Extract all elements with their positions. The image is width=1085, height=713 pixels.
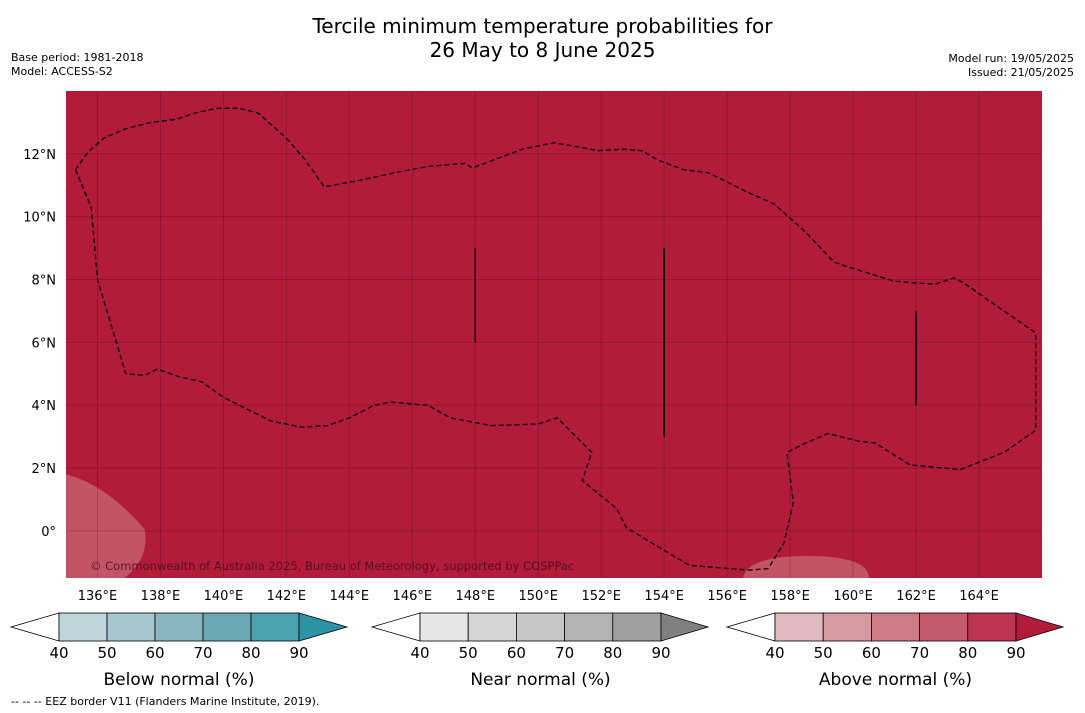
- region-70-80: [742, 556, 869, 578]
- colorbar-label: Above normal (%): [819, 670, 972, 690]
- colorbar-legends: 40 50 60 70 80 90 Below normal (%) 40 50 60 70 80 90…: [9, 612, 1065, 690]
- map-background: [66, 91, 1042, 578]
- colorbar-tick-label: 70: [555, 644, 574, 662]
- map-features: [474, 248, 917, 437]
- colorbar-segment: [516, 612, 566, 642]
- colorbar-segment: [202, 612, 252, 642]
- y-tick-label: 6°N: [32, 336, 57, 351]
- colorbar-segment: [612, 612, 662, 642]
- colorbar-tick-label: 80: [958, 644, 977, 662]
- colorbar-min-arrow: [725, 612, 776, 642]
- model-run-text: Model run: 19/05/2025: [948, 52, 1074, 65]
- colorbar-tick-label: 60: [145, 644, 164, 662]
- x-tick-label: 148°E: [456, 589, 496, 604]
- model-text: Model: ACCESS-S2: [11, 65, 113, 78]
- colorbar-tick-label: 50: [814, 644, 833, 662]
- colorbar-tick-label: 60: [507, 644, 526, 662]
- colorbar-segment: [967, 612, 1017, 642]
- y-tick-label: 4°N: [32, 399, 57, 414]
- metadata-right: Model run: 19/05/2025 Issued: 21/05/2025: [948, 52, 1074, 80]
- probability-regions: [66, 474, 869, 578]
- colorbar-segment: [419, 612, 469, 642]
- colorbar-segment: [774, 612, 824, 642]
- colorbar-min-arrow: [370, 612, 421, 642]
- colorbar-tick-label: 90: [289, 644, 308, 662]
- colorbar-near: 40 50 60 70 80 90 Near normal (%): [370, 612, 710, 690]
- colorbar-below: 40 50 60 70 80 90 Below normal (%): [9, 612, 349, 690]
- eez-footnote: -- -- -- EEZ border V11 (Flanders Marine…: [11, 695, 320, 708]
- x-tick-label: 152°E: [581, 589, 621, 604]
- base-period-text: Base period: 1981-2018: [11, 51, 144, 64]
- colorbar-tick-label: 90: [651, 644, 670, 662]
- y-axis-ticks: 0° 2°N 4°N 6°N 8°N 10°N 12°N: [23, 148, 56, 540]
- x-tick-label: 156°E: [707, 589, 747, 604]
- colorbar-tick-label: 50: [459, 644, 478, 662]
- x-tick-label: 146°E: [393, 589, 433, 604]
- x-tick-label: 154°E: [644, 589, 684, 604]
- x-tick-label: 138°E: [141, 589, 181, 604]
- colorbar-segment: [871, 612, 921, 642]
- y-tick-label: 2°N: [32, 462, 57, 477]
- colorbar-max-arrow: [660, 612, 710, 642]
- colorbar-segment: [564, 612, 614, 642]
- colorbar-max-arrow: [1015, 612, 1065, 642]
- colorbar-tick-label: 70: [910, 644, 929, 662]
- metadata-left: Base period: 1981-2018 Model: ACCESS-S2: [11, 51, 143, 79]
- attribution-text: © Commonwealth of Australia 2025, Bureau…: [90, 559, 574, 573]
- colorbar-tick-label: 80: [241, 644, 260, 662]
- x-tick-label: 144°E: [330, 589, 370, 604]
- title-line-2: 26 May to 8 June 2025: [429, 38, 656, 62]
- y-tick-label: 12°N: [23, 148, 56, 163]
- x-tick-label: 164°E: [959, 589, 999, 604]
- x-tick-label: 140°E: [204, 589, 244, 604]
- region-70-80: [66, 474, 146, 578]
- colorbar-tick-label: 40: [765, 644, 784, 662]
- colorbar-max-arrow: [298, 612, 349, 642]
- colorbar-segment: [250, 612, 300, 642]
- x-tick-label: 158°E: [770, 589, 810, 604]
- colorbar-tick-label: 40: [49, 644, 68, 662]
- colorbar-tick-label: 60: [862, 644, 881, 662]
- y-tick-label: 0°: [41, 525, 56, 540]
- x-tick-label: 162°E: [896, 589, 936, 604]
- x-axis-ticks: 136°E 138°E 140°E 142°E 144°E 146°E 148°E 150°E…: [78, 589, 999, 604]
- x-tick-label: 150°E: [518, 589, 558, 604]
- colorbar-segment: [919, 612, 969, 642]
- colorbar-label: Near normal (%): [470, 670, 610, 690]
- x-tick-label: 136°E: [78, 589, 118, 604]
- colorbar-tick-label: 50: [97, 644, 116, 662]
- eez-border: [74, 107, 1037, 571]
- colorbar-label: Below normal (%): [104, 670, 255, 690]
- colorbar-tick-label: 80: [603, 644, 622, 662]
- colorbar-min-arrow: [9, 612, 60, 642]
- issued-text: Issued: 21/05/2025: [967, 66, 1074, 79]
- x-tick-label: 142°E: [267, 589, 307, 604]
- colorbar-tick-label: 40: [410, 644, 429, 662]
- colorbar-segment: [467, 612, 517, 642]
- colorbar-segment: [58, 612, 108, 642]
- map-plot: © Commonwealth of Australia 2025, Bureau…: [66, 91, 1042, 578]
- colorbar-tick-label: 90: [1006, 644, 1025, 662]
- chart-title: Tercile minimum temperature probabilitie…: [0, 14, 1085, 62]
- x-tick-label: 160°E: [833, 589, 873, 604]
- colorbar-segment: [822, 612, 872, 642]
- y-tick-label: 8°N: [32, 274, 57, 289]
- y-tick-label: 10°N: [23, 211, 56, 226]
- colorbar-above: 40 50 60 70 80 90 Above normal (%): [725, 612, 1065, 690]
- colorbar-segment: [106, 612, 156, 642]
- title-line-1: Tercile minimum temperature probabilitie…: [312, 14, 773, 38]
- colorbar-tick-label: 70: [193, 644, 212, 662]
- colorbar-segment: [154, 612, 204, 642]
